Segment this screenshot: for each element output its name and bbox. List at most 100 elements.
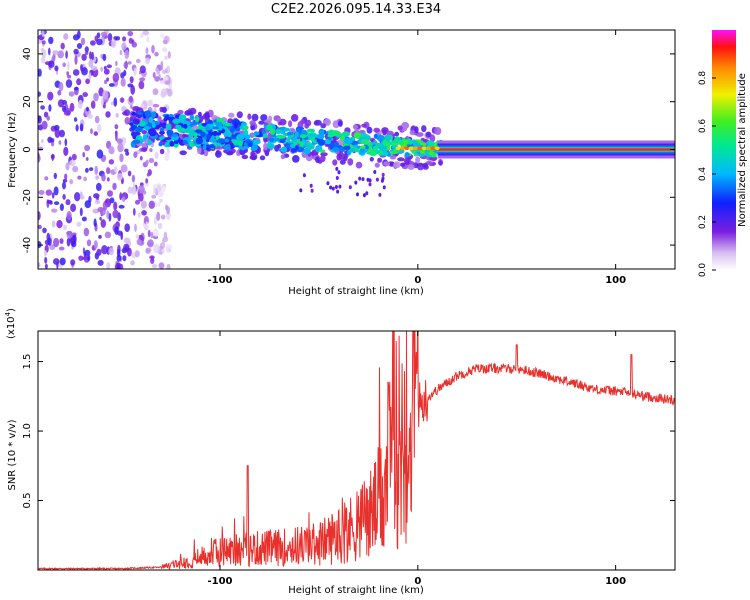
spectrogram-cell [397, 157, 405, 162]
spectrogram-cell [64, 138, 68, 147]
spectrogram-cell [115, 131, 118, 142]
spectrogram-cell [65, 50, 68, 59]
spectrogram-cell [218, 125, 223, 131]
spectrogram-cell [146, 36, 150, 43]
spectrogram-cell [124, 49, 130, 59]
spectrogram-x-label: Height of straight line (km) [288, 286, 424, 297]
spectrogram-cell [399, 150, 405, 153]
spectrogram-cell [53, 201, 60, 206]
spectrogram-cell [65, 79, 73, 88]
spectrogram-cell [93, 208, 98, 214]
spectrogram-cell [88, 59, 94, 68]
spectrogram-cell [51, 153, 54, 161]
spectrogram-cell [151, 111, 157, 118]
spectrogram-cell [166, 129, 174, 136]
spectrogram-cell [127, 30, 134, 37]
snr-axes: -100 0 100 0.5 1.0 1.5 [22, 331, 675, 587]
spectrogram-cell [183, 123, 188, 129]
spectrogram-cell [365, 145, 369, 150]
spectrogram-cell [306, 129, 315, 133]
spectrogram-cell [48, 104, 52, 112]
spectrogram-cell [102, 53, 107, 62]
spectrogram-cell [121, 196, 126, 203]
spectrogram-cell [79, 207, 83, 217]
spectrogram-cell [76, 43, 83, 49]
spectrogram-cell [415, 132, 424, 137]
spectrogram-cell [337, 170, 341, 175]
spectrogram-cell [58, 81, 64, 92]
spectrogram-cell [69, 102, 75, 112]
spectrogram-cell [106, 210, 110, 220]
spectrogram-cell [91, 51, 94, 61]
spectrogram-cell [296, 128, 301, 133]
spectrogram-cell [59, 238, 64, 244]
colorbar-tick-label: 0.2 [698, 215, 708, 229]
spectrogram-cell [238, 140, 243, 147]
spectrogram-cell [368, 182, 372, 187]
spectrogram-cell [146, 172, 150, 177]
colorbar-label: Normalized spectral amplitude [737, 73, 748, 227]
spectrogram-cell [159, 127, 165, 132]
spectrogram-cell [332, 147, 340, 152]
spectrogram-cell [133, 67, 137, 76]
spectrogram-cell [77, 175, 82, 180]
spectrogram-cell [85, 157, 89, 161]
spectrogram-cell [168, 113, 174, 118]
spectrogram-cell [113, 201, 118, 211]
spectrogram-cell [397, 125, 403, 131]
spectrogram-cell [348, 148, 354, 153]
spectrogram-cell [41, 139, 44, 144]
spectrogram-cell [40, 57, 46, 64]
spectrogram-cell [43, 111, 49, 118]
spectrogram-cell [44, 256, 48, 264]
spectrogram-cell [243, 125, 249, 130]
spectrogram-cell [188, 132, 194, 136]
spectrogram-cell [142, 30, 150, 36]
spectrogram-cell [41, 40, 46, 45]
spectrogram-cell [72, 165, 79, 173]
spectrogram-cell [141, 147, 148, 153]
spectrogram-cell [81, 216, 87, 222]
spectrogram-cell [147, 229, 151, 238]
spectrogram-cell [373, 170, 377, 174]
spectrogram-cell [159, 80, 165, 85]
spectrogram-cell [388, 161, 395, 167]
spectrogram-cell [116, 265, 121, 269]
spectrogram-cell [84, 249, 91, 256]
spectrogram-cell [240, 147, 246, 151]
spectrogram-cell [130, 85, 136, 95]
spectrogram-cell [369, 157, 374, 162]
spectrogram-cell [133, 182, 136, 192]
spectrogram-cell [243, 129, 249, 136]
spectrogram-cell [144, 181, 150, 187]
spectrogram-cell [276, 118, 281, 123]
spectrogram-cell [162, 39, 168, 45]
spectrogram-cell [189, 114, 195, 121]
spectrogram-cell [305, 119, 312, 127]
spectrogram-cell [160, 88, 168, 97]
spectrogram-cell [134, 126, 143, 133]
spectrogram-cell [413, 146, 418, 151]
spectrogram-cell [56, 220, 63, 229]
spectrogram-cell [133, 208, 136, 216]
spectrogram-cell [124, 223, 130, 232]
spectrogram-cell [382, 150, 388, 157]
spectrogram-cell [258, 120, 265, 125]
spectrogram-cell [161, 106, 167, 113]
snr-series-line [38, 331, 675, 570]
spectrogram-cell [145, 247, 151, 254]
spectrogram-cell [153, 187, 156, 197]
spectrogram-cell [383, 161, 391, 167]
colorbar-tick-label: 0.6 [698, 119, 708, 134]
spectrogram-cell [166, 263, 171, 269]
spectrogram-cell [138, 80, 145, 90]
y-tick-label: 0.5 [22, 493, 33, 509]
spectrogram-cell [250, 123, 256, 131]
spectrogram-cell [326, 181, 330, 186]
spectrogram-cell [156, 211, 161, 221]
spectrogram-cell [355, 148, 359, 153]
spectrogram-cell [203, 149, 209, 157]
spectrogram-cell [438, 160, 443, 166]
spectrogram-cell [233, 139, 240, 146]
spectrogram-cell [403, 139, 408, 144]
